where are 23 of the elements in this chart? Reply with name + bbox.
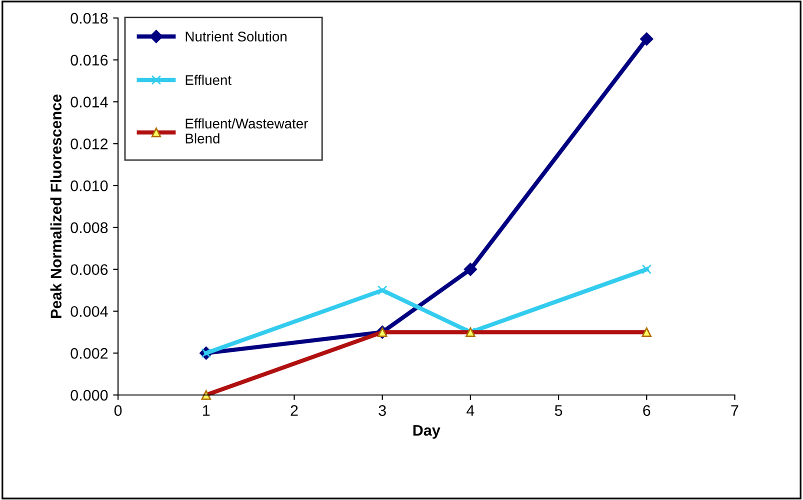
y-tick-label: 0.004 [70,306,108,317]
y-tick-label: 0.000 [70,390,108,401]
x-tick-label: 3 [378,405,386,416]
x-tick-label: 1 [203,405,210,416]
y-tick-label: 0.002 [70,348,108,359]
x-axis-title: Day [413,425,440,439]
y-tick-label: 0.006 [70,264,108,276]
y-tick-label: 0.016 [70,54,108,66]
x-tick-label: 7 [731,405,738,416]
x-tick-label: 0 [114,405,122,416]
x-tick-label: 5 [554,405,562,416]
x-tick-label: 6 [643,405,650,416]
y-tick-label: 0.014 [70,96,108,108]
y-tick-label: 0.018 [70,12,108,24]
x-tick-label: 4 [466,405,474,416]
y-tick-label: 0.008 [70,222,108,234]
legend-label: Effluent [186,74,232,85]
y-tick-label: 0.010 [70,180,108,192]
legend-label: Nutrient Solution [186,31,286,42]
y-axis-title: Peak Normalized Fluorescence [50,94,62,318]
x-tick-label: 2 [290,405,298,416]
y-tick-label: 0.012 [70,138,108,150]
legend-label: Effluent/Wastewater Blend [186,118,308,144]
